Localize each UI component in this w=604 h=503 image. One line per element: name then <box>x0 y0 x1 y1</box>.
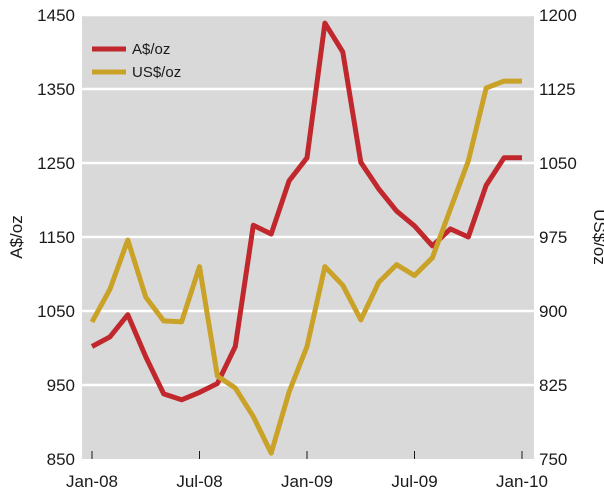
x-tick-label: Jan-08 <box>66 472 118 491</box>
right-tick-label: 900 <box>539 302 567 321</box>
left-axis-title: A$/oz <box>7 215 26 258</box>
left-tick-label: 1050 <box>37 302 75 321</box>
left-axis-tick-labels: 850 950 1050 1150 1250 1350 1450 <box>37 6 75 469</box>
left-tick-label: 850 <box>47 450 75 469</box>
left-tick-label: 1350 <box>37 80 75 99</box>
legend-label-aud: A$/oz <box>132 41 170 58</box>
x-axis-tick-labels: Jan-08 Jul-08 Jan-09 Jul-09 Jan-10 <box>66 472 548 491</box>
left-tick-label: 950 <box>47 376 75 395</box>
x-tick-label: Jul-09 <box>391 472 437 491</box>
series-line-usd <box>89 78 522 456</box>
x-tick-label: Jan-10 <box>496 472 548 491</box>
right-tick-label: 825 <box>539 376 567 395</box>
right-tick-label: 975 <box>539 228 567 247</box>
right-axis-tick-labels: 750 825 900 975 1050 1125 1200 <box>539 6 577 469</box>
series-line-aud <box>90 20 522 403</box>
right-axis-title: US$/oz <box>590 209 604 265</box>
left-tick-label: 1250 <box>37 154 75 173</box>
right-tick-label: 750 <box>539 450 567 469</box>
x-tick-label: Jul-08 <box>176 472 222 491</box>
x-tick-label: Jan-09 <box>281 472 333 491</box>
right-tick-label: 1200 <box>539 6 577 25</box>
legend-label-usd: US$/oz <box>132 64 181 81</box>
left-tick-label: 1150 <box>38 228 75 247</box>
x-axis-ticks <box>91 451 523 459</box>
left-tick-label: 1450 <box>37 6 75 25</box>
right-tick-label: 1050 <box>539 154 577 173</box>
right-tick-label: 1125 <box>539 80 576 99</box>
legend: A$/oz US$/oz <box>92 41 181 81</box>
series-lines <box>89 20 522 456</box>
